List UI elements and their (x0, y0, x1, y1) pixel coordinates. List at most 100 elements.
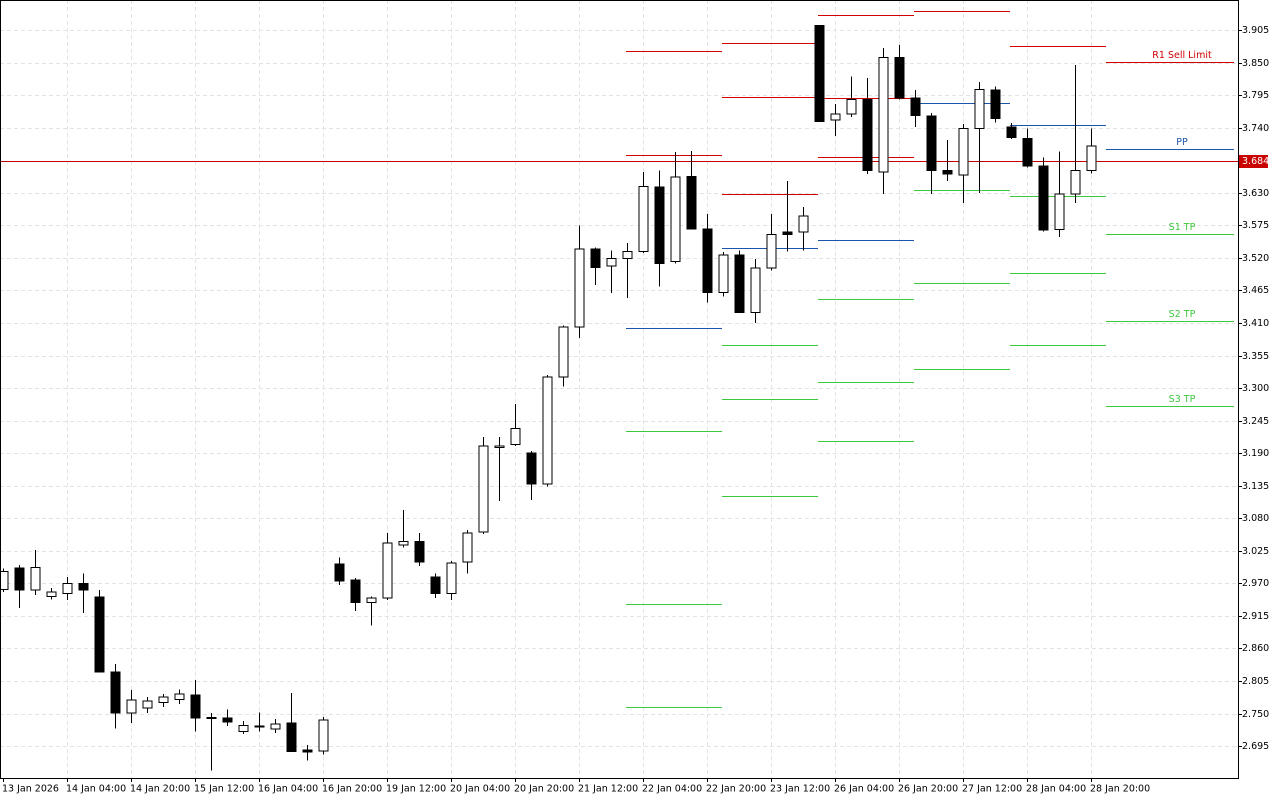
candle-body (350, 579, 361, 603)
candle-body (494, 445, 505, 448)
candle-body (46, 591, 57, 597)
candle-body (462, 532, 473, 563)
candle-body (446, 562, 457, 594)
candle-body (910, 97, 921, 116)
candle-body (286, 722, 297, 752)
candle-body (254, 725, 265, 728)
candle-body (942, 169, 953, 175)
candle-body (382, 542, 393, 599)
candle-body (958, 127, 969, 176)
y-tick-label: 2.805 (1242, 676, 1269, 687)
candle-body (1054, 193, 1065, 231)
candle-body (878, 56, 889, 173)
x-tick-label: 14 Jan 20:00 (130, 784, 190, 795)
candle-body (622, 250, 633, 260)
y-tick-label: 3.740 (1242, 123, 1269, 134)
y-tick-label: 3.300 (1242, 383, 1269, 394)
candle-body (78, 582, 89, 591)
y-tick-label: 2.750 (1242, 709, 1269, 720)
x-tick-label: 20 Jan 20:00 (514, 784, 574, 795)
y-tick-label: 2.695 (1242, 741, 1269, 752)
candle-body (334, 563, 345, 582)
y-tick-label: 3.850 (1242, 58, 1269, 69)
x-tick-label: 22 Jan 20:00 (706, 784, 766, 795)
candle-body (846, 98, 857, 115)
candle-body (670, 176, 681, 263)
y-tick-label: 3.355 (1242, 351, 1269, 362)
candle-body (590, 248, 601, 268)
x-tick-label: 28 Jan 04:00 (1026, 784, 1086, 795)
candle-body (1086, 145, 1097, 171)
x-tick-label: 16 Jan 20:00 (322, 784, 382, 795)
candle-body (14, 567, 25, 591)
candle-body (318, 719, 329, 752)
level-label: S1 TP (1169, 222, 1196, 233)
y-tick-label: 3.190 (1242, 448, 1269, 459)
candle-body (606, 258, 617, 267)
candle-body (1070, 169, 1081, 195)
candle-body (558, 326, 569, 378)
candle-body (206, 717, 217, 720)
x-tick-label: 14 Jan 04:00 (66, 784, 126, 795)
current-price-label: 3.684 (1242, 156, 1269, 167)
y-tick-label: 3.630 (1242, 188, 1269, 199)
level-label: PP (1176, 137, 1188, 148)
candle-body (158, 696, 169, 703)
candle-body (686, 175, 697, 230)
candle-body (0, 571, 9, 590)
y-tick-label: 3.245 (1242, 416, 1269, 427)
y-tick-label: 3.905 (1242, 25, 1269, 36)
y-tick-label: 3.025 (1242, 546, 1269, 557)
y-tick-label: 2.915 (1242, 611, 1269, 622)
candle-body (190, 694, 201, 719)
x-tick-label: 28 Jan 20:00 (1090, 784, 1150, 795)
x-tick-label: 19 Jan 12:00 (386, 784, 446, 795)
candle-body (142, 700, 153, 709)
x-tick-label: 15 Jan 12:00 (194, 784, 254, 795)
candle-body (1022, 137, 1033, 167)
candle-body (238, 724, 249, 732)
level-label: R1 Sell Limit (1152, 50, 1212, 61)
candle-body (110, 671, 121, 714)
y-tick-label: 3.465 (1242, 285, 1269, 296)
x-tick-label: 26 Jan 20:00 (898, 784, 958, 795)
candle-body (1038, 165, 1049, 231)
candle-body (174, 693, 185, 700)
candle-body (430, 576, 441, 594)
x-tick-label: 21 Jan 12:00 (578, 784, 638, 795)
candle-body (222, 717, 233, 723)
candle-body (654, 186, 665, 264)
level-label: S2 TP (1169, 309, 1196, 320)
candle-body (894, 56, 905, 99)
candle-body (814, 24, 825, 122)
y-tick-label: 2.970 (1242, 578, 1269, 589)
candle-body (126, 699, 137, 714)
y-tick-label: 3.795 (1242, 90, 1269, 101)
candle-body (718, 254, 729, 293)
candle-body (750, 267, 761, 313)
candle-body (974, 88, 985, 129)
x-tick-label: 26 Jan 04:00 (834, 784, 894, 795)
candle-body (782, 231, 793, 235)
x-tick-label: 27 Jan 12:00 (962, 784, 1022, 795)
candle-body (510, 427, 521, 445)
candle-body (990, 89, 1001, 119)
candle-body (30, 566, 41, 591)
y-tick-label: 3.410 (1242, 318, 1269, 329)
candle-body (526, 452, 537, 485)
candle-body (478, 445, 489, 533)
candle-body (734, 254, 745, 313)
candle-body (414, 540, 425, 563)
level-label: S3 TP (1169, 394, 1196, 405)
candle-body (542, 376, 553, 485)
y-tick-label: 3.520 (1242, 253, 1269, 264)
candle-body (94, 596, 105, 673)
y-tick-label: 2.860 (1242, 643, 1269, 654)
candle-body (830, 113, 841, 121)
y-tick-label: 3.575 (1242, 220, 1269, 231)
candle-body (62, 582, 73, 594)
candle-body (270, 723, 281, 730)
candle-body (766, 233, 777, 269)
